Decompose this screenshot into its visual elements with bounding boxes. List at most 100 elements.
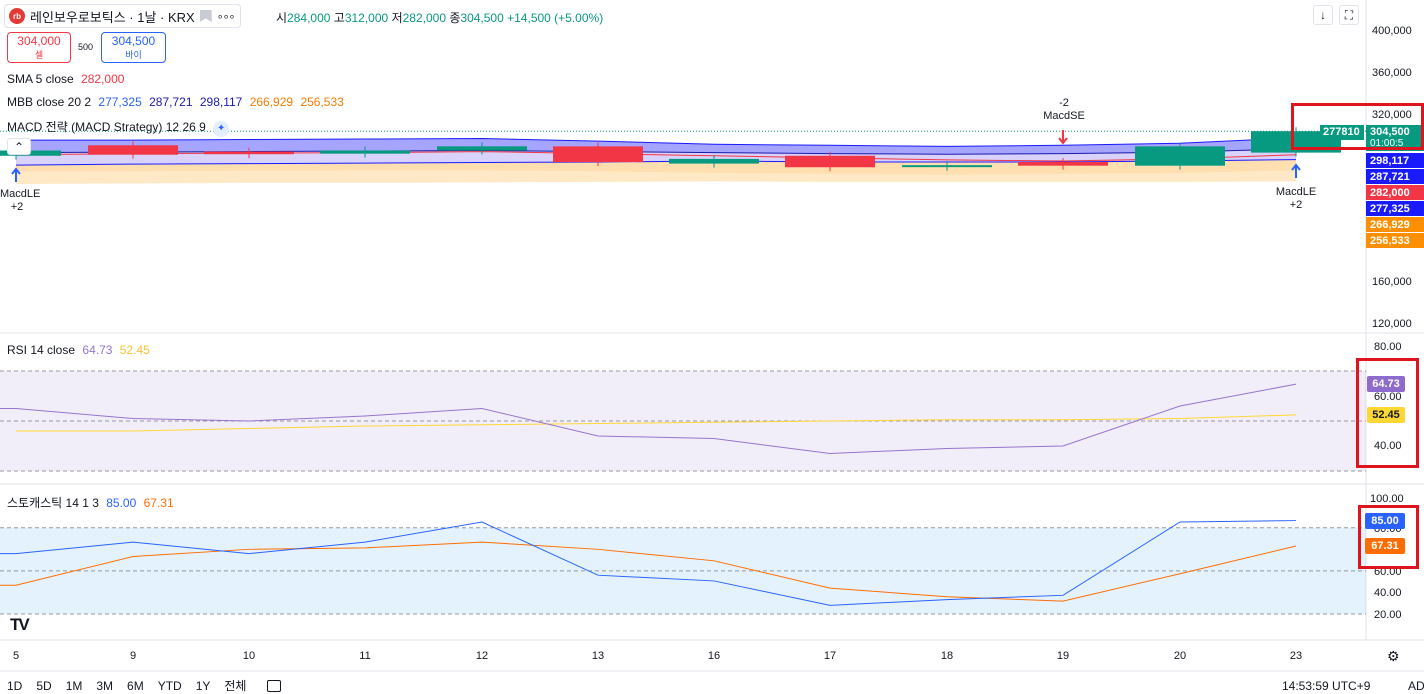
quantity[interactable]: 500 xyxy=(78,42,94,52)
fullscreen-icon[interactable]: ⛶ xyxy=(1339,5,1359,25)
range-3m[interactable]: 3M xyxy=(96,678,114,693)
bb-lower-line xyxy=(15,159,1297,166)
stoch-label: 스토캐스틱 14 1 3 xyxy=(7,496,99,510)
buy-button[interactable]: 304,500 바이 xyxy=(101,32,166,63)
tradingview-logo-icon[interactable]: TV xyxy=(10,615,30,634)
rsi-label: RSI 14 close xyxy=(7,343,76,357)
macd-long-entry-left: MacdLE +2 xyxy=(0,188,41,214)
collapse-legend-icon[interactable]: ⌃ xyxy=(7,138,31,155)
ohlc-values: 시284,000 고312,000 저282,000 종304,500 +14,… xyxy=(276,9,603,26)
stoch-k-line xyxy=(0,520,1297,606)
price-axis-label: 360,000 xyxy=(1372,67,1412,79)
close-price: 304,500 xyxy=(1370,126,1410,138)
sma-value: 282,000 xyxy=(81,72,125,86)
x-axis-label: 23 xyxy=(1289,650,1303,662)
high-value: 312,000 xyxy=(344,11,389,25)
price-axis-label: 320,000 xyxy=(1372,109,1412,121)
sell-label: 셀 xyxy=(34,49,44,60)
long-entry-arrow-icon xyxy=(11,167,21,182)
rsi-value: 64.73 xyxy=(82,343,113,357)
download-icon[interactable]: ↓ xyxy=(1313,5,1333,25)
macd-label: MACD 전략 (MACD Strategy) 12 26 9 xyxy=(7,120,206,134)
x-axis-label: 5 xyxy=(12,650,20,662)
highlight-box xyxy=(1356,358,1419,468)
marker-label: MacdLE xyxy=(0,188,41,200)
rsi-axis-label: 60.00 xyxy=(1374,391,1402,403)
bb-lower-tag: 277,325 xyxy=(1366,201,1424,216)
stoch-d-value: 67.31 xyxy=(143,496,174,510)
x-axis-label: 9 xyxy=(129,650,137,662)
x-axis-label: 17 xyxy=(823,650,837,662)
mbb-legend[interactable]: MBB close 20 2 277,325 287,721 298,117 2… xyxy=(7,95,348,109)
stoch-legend[interactable]: 스토캐스틱 14 1 3 85.00 67.31 xyxy=(7,494,178,511)
symbol-selector[interactable]: rb 레인보우로보틱스 · 1날 · KRX ∘∘∘ xyxy=(4,4,242,28)
stoch-k-value: 85.00 xyxy=(106,496,137,510)
bb-upper-line xyxy=(16,137,1297,147)
adjust-toggle[interactable]: AD xyxy=(1408,678,1424,693)
price-axis-label: 400,000 xyxy=(1372,25,1412,37)
rsi-ma-value: 52.45 xyxy=(119,343,150,357)
stoch-axis-label: 100.00 xyxy=(1370,493,1404,505)
highlight-box xyxy=(1291,103,1424,150)
marker-qty: -2 xyxy=(1059,97,1069,109)
x-axis-label: 19 xyxy=(1056,650,1070,662)
stoch-k-tag: 85.00 xyxy=(1365,513,1405,529)
strategy-icon[interactable]: ✦ xyxy=(213,121,230,137)
bb-lower3-tag: 256,533 xyxy=(1366,233,1424,248)
range-ytd[interactable]: YTD xyxy=(157,678,182,693)
sma-legend[interactable]: SMA 5 close 282,000 xyxy=(7,72,128,86)
date-range-icon[interactable] xyxy=(267,679,282,692)
rsi-value-tag: 64.73 xyxy=(1367,376,1405,392)
more-icon[interactable]: ∘∘∘ xyxy=(216,10,236,23)
marker-label: MacdLE xyxy=(1275,186,1317,198)
time-display[interactable]: 14:53:59 UTC+9 xyxy=(1282,678,1371,693)
rsi-ma-value-tag: 52.45 xyxy=(1367,407,1405,423)
x-axis-label: 20 xyxy=(1173,650,1187,662)
macd-price-tag: 277810 xyxy=(1320,125,1364,140)
range-5d[interactable]: 5D xyxy=(36,678,52,693)
x-axis-label: 13 xyxy=(591,650,605,662)
rsi-legend[interactable]: RSI 14 close 64.73 52.45 xyxy=(7,343,154,357)
flag-icon[interactable] xyxy=(199,10,212,22)
price-axis-label: 120,000 xyxy=(1372,318,1412,330)
low-value: 282,000 xyxy=(402,11,446,25)
range-1m[interactable]: 1M xyxy=(65,678,83,693)
stoch-axis-label: 20.00 xyxy=(1374,609,1402,621)
x-axis-label: 16 xyxy=(707,650,721,662)
sma-label: SMA 5 close xyxy=(7,72,74,86)
bb-lower3-band xyxy=(16,170,1296,184)
range-all[interactable]: 전체 xyxy=(224,679,247,693)
sell-price: 304,000 xyxy=(17,33,61,48)
close-label: 종 xyxy=(449,11,461,25)
range-6m[interactable]: 6M xyxy=(127,678,144,693)
stoch-axis-label: 40.00 xyxy=(1374,587,1402,599)
rsi-line xyxy=(0,383,1297,455)
mbb-value-3: 298,117 xyxy=(199,95,243,109)
marker-label: MacdSE xyxy=(1043,110,1085,122)
bb-lower2-tag: 266,929 xyxy=(1366,217,1424,232)
stoch-axis-label: 60.00 xyxy=(1374,566,1402,578)
short-entry-arrow-icon xyxy=(1058,130,1068,145)
x-axis-label: 10 xyxy=(242,650,256,662)
highlight-box xyxy=(1358,505,1419,569)
close-value: 304,500 xyxy=(460,11,504,25)
range-1d[interactable]: 1D xyxy=(7,678,23,693)
x-axis-label: 18 xyxy=(940,650,954,662)
high-label: 고 xyxy=(333,11,345,25)
bb-upper-tag: 298,117 xyxy=(1366,153,1424,168)
rsi-ma-line xyxy=(16,414,1297,432)
macd-legend[interactable]: MACD 전략 (MACD Strategy) 12 26 9 ✦ xyxy=(7,118,233,137)
sell-button[interactable]: 304,000 셀 xyxy=(7,32,71,63)
low-label: 저 xyxy=(391,11,403,25)
change-value: +14,500 (+5.00%) xyxy=(507,11,604,25)
range-1y[interactable]: 1Y xyxy=(195,678,211,693)
sma-tag: 282,000 xyxy=(1366,185,1424,200)
macd-long-entry-right: MacdLE +2 xyxy=(1275,186,1317,212)
mbb-label: MBB close 20 2 xyxy=(7,95,92,109)
open-value: 284,000 xyxy=(287,11,331,25)
bar-countdown: 01:00:5 xyxy=(1370,138,1404,149)
settings-gear-icon[interactable]: ⚙ xyxy=(1387,648,1400,664)
buy-label: 바이 xyxy=(125,49,142,60)
x-axis-label: 11 xyxy=(359,650,371,662)
